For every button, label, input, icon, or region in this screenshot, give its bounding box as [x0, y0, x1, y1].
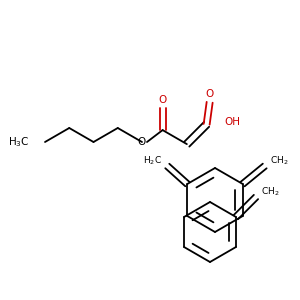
Text: H$_2$C: H$_2$C [143, 155, 162, 167]
Text: CH$_2$: CH$_2$ [270, 155, 288, 167]
Text: O: O [158, 95, 167, 105]
Text: CH$_2$: CH$_2$ [261, 186, 280, 198]
Text: OH: OH [225, 117, 241, 127]
Text: H$_3$C: H$_3$C [8, 135, 30, 149]
Text: O: O [138, 137, 146, 147]
Text: O: O [206, 89, 214, 99]
